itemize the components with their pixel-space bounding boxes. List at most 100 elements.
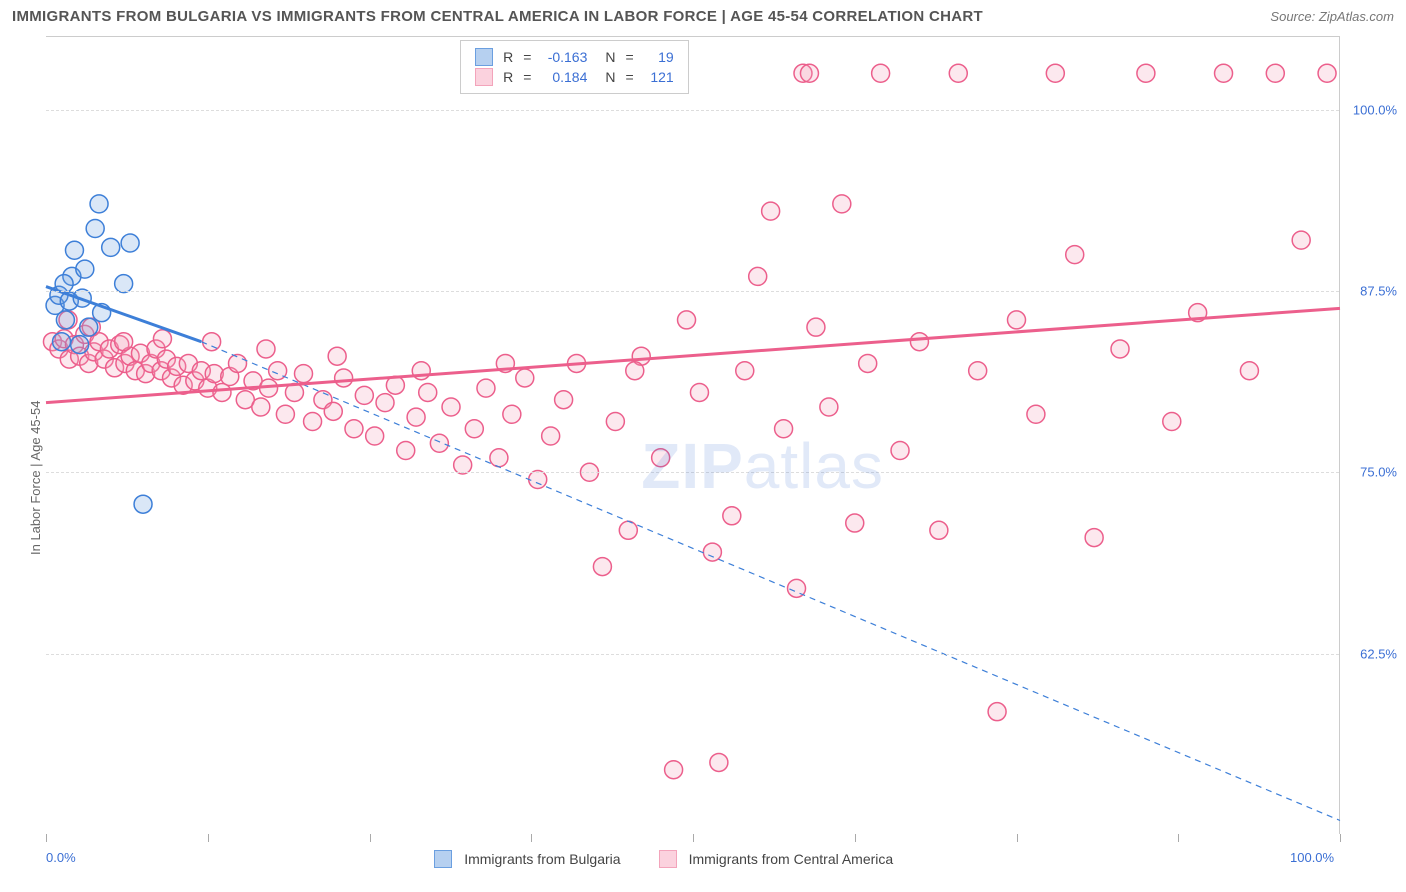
scatter-point (1066, 246, 1084, 264)
equals-sign: = (626, 69, 634, 85)
stat-r-value: -0.163 (539, 49, 587, 65)
scatter-point (134, 495, 152, 513)
scatter-point (121, 234, 139, 252)
equals-sign: = (523, 69, 531, 85)
scatter-point (345, 420, 363, 438)
x-tick (1017, 834, 1018, 842)
scatter-point (376, 394, 394, 412)
scatter-point (710, 753, 728, 771)
scatter-point (53, 333, 71, 351)
scatter-point (397, 442, 415, 460)
scatter-point (833, 195, 851, 213)
scatter-point (257, 340, 275, 358)
scatter-point (56, 311, 74, 329)
title-bar: IMMIGRANTS FROM BULGARIA VS IMMIGRANTS F… (12, 8, 1394, 25)
x-tick (370, 834, 371, 842)
scatter-point (1137, 64, 1155, 82)
scatter-point (665, 761, 683, 779)
source-name: ZipAtlas.com (1319, 9, 1394, 24)
scatter-point (626, 362, 644, 380)
series-legend-item: Immigrants from Bulgaria (434, 850, 620, 868)
gridline-h (46, 654, 1339, 655)
series-name: Immigrants from Central America (689, 851, 894, 867)
scatter-point (442, 398, 460, 416)
scatter-point (1318, 64, 1336, 82)
scatter-point (703, 543, 721, 561)
scatter-point (328, 347, 346, 365)
series-name: Immigrants from Bulgaria (464, 851, 620, 867)
gridline-h (46, 291, 1339, 292)
x-max-label: 100.0% (1290, 850, 1334, 865)
scatter-point (203, 333, 221, 351)
scatter-point (555, 391, 573, 409)
scatter-point (1085, 529, 1103, 547)
scatter-point (80, 318, 98, 336)
scatter-point (846, 514, 864, 532)
scatter-point (503, 405, 521, 423)
legend-swatch (659, 850, 677, 868)
scatter-point (1027, 405, 1045, 423)
stat-n-value: 121 (642, 69, 674, 85)
scatter-point (807, 318, 825, 336)
scatter-point (1240, 362, 1258, 380)
series-legend-item: Immigrants from Central America (659, 850, 894, 868)
stat-n-label: N (605, 69, 615, 85)
scatter-point (71, 336, 89, 354)
scatter-point (335, 369, 353, 387)
scatter-point (76, 260, 94, 278)
equals-sign: = (626, 49, 634, 65)
gridline-h (46, 472, 1339, 473)
scatter-point (90, 195, 108, 213)
scatter-point (366, 427, 384, 445)
scatter-point (430, 434, 448, 452)
x-tick (693, 834, 694, 842)
scatter-point (969, 362, 987, 380)
y-axis-label: In Labor Force | Age 45-54 (28, 400, 43, 554)
scatter-point (1008, 311, 1026, 329)
y-tick-label: 75.0% (1347, 465, 1397, 480)
scatter-point (736, 362, 754, 380)
y-tick-label: 87.5% (1347, 283, 1397, 298)
scatter-point (153, 330, 171, 348)
legend-swatch (434, 850, 452, 868)
x-min-label: 0.0% (46, 850, 76, 865)
y-tick-label: 100.0% (1347, 102, 1397, 117)
stats-legend: R=-0.163N=19R=0.184N=121 (460, 40, 689, 94)
scatter-point (304, 412, 322, 430)
scatter-point (465, 420, 483, 438)
stat-r-label: R (503, 49, 513, 65)
scatter-point (872, 64, 890, 82)
scatter-point (542, 427, 560, 445)
scatter-point (1111, 340, 1129, 358)
x-tick (1178, 834, 1179, 842)
scatter-point (516, 369, 534, 387)
x-tick (208, 834, 209, 842)
source-credit: Source: ZipAtlas.com (1270, 9, 1394, 24)
scatter-point (800, 64, 818, 82)
legend-swatch (475, 68, 493, 86)
scatter-point (1266, 64, 1284, 82)
scatter-point (593, 558, 611, 576)
scatter-point (419, 383, 437, 401)
scatter-point (213, 383, 231, 401)
scatter-point (276, 405, 294, 423)
scatter-point (910, 333, 928, 351)
series-legend: Immigrants from Bulgaria Immigrants from … (434, 850, 921, 868)
scatter-point (355, 386, 373, 404)
legend-swatch (475, 48, 493, 66)
x-tick (531, 834, 532, 842)
stat-r-label: R (503, 69, 513, 85)
scatter-point (65, 241, 83, 259)
scatter-point (1215, 64, 1233, 82)
scatter-point (859, 354, 877, 372)
scatter-point (678, 311, 696, 329)
scatter-point (229, 354, 247, 372)
x-tick (46, 834, 47, 842)
scatter-point (115, 333, 133, 351)
scatter-point (86, 220, 104, 238)
scatter-point (1163, 412, 1181, 430)
x-tick (855, 834, 856, 842)
equals-sign: = (523, 49, 531, 65)
scatter-point (690, 383, 708, 401)
scatter-point (324, 402, 342, 420)
